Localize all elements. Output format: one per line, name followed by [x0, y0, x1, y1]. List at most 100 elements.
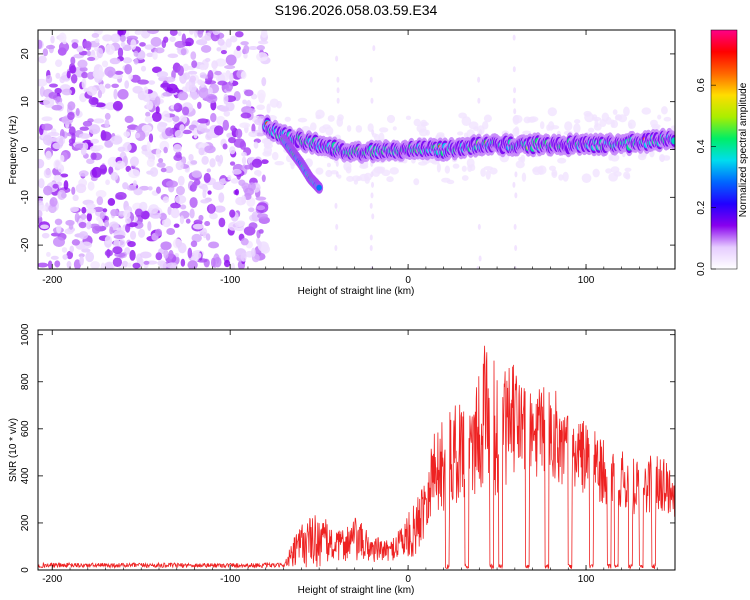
spectrogram-cell	[594, 118, 599, 128]
spectrogram-cell	[248, 45, 259, 51]
spectrogram-cell	[168, 249, 174, 260]
spectrogram-cell	[71, 239, 81, 246]
spectrogram-cell	[160, 167, 167, 173]
spectrogram-cell	[48, 83, 58, 88]
spectrogram-cell	[188, 153, 194, 162]
spectrogram-cell	[42, 48, 49, 57]
spectrogram-cell	[489, 167, 498, 175]
spectrogram-cell	[143, 86, 149, 96]
spectrogram-cell	[124, 115, 134, 124]
spectrogram-cell	[146, 158, 155, 168]
spectrogram-cell	[584, 112, 595, 123]
spectrogram-cell	[122, 44, 132, 51]
spectrogram-cell	[528, 116, 539, 123]
spectrogram-cell	[379, 127, 389, 133]
spectrogram-cell	[134, 208, 143, 217]
spectrogram-cell	[231, 168, 242, 175]
spectrogram-cell	[343, 161, 352, 171]
spectrogram-cell	[69, 245, 75, 253]
spectrogram-cell	[205, 57, 211, 62]
snr-frame	[37, 329, 676, 571]
spectrogram-cell	[88, 124, 101, 135]
spectrogram-cell	[592, 168, 600, 178]
spectrogram-cell	[70, 56, 76, 65]
x-tick-label: 0	[405, 275, 411, 286]
spectrogram-cell	[512, 97, 516, 104]
spectrogram-cell	[78, 253, 85, 258]
spectrogram-cell	[70, 74, 78, 84]
spectrogram-cell	[197, 101, 202, 110]
spectrogram-cell	[218, 154, 224, 164]
spectrogram-cell	[52, 236, 65, 247]
spectrogram-cell	[112, 246, 123, 254]
spectrogram-cell	[650, 123, 661, 129]
spectrogram-cell	[64, 228, 74, 235]
spectrogram-cell	[197, 30, 204, 38]
spectrogram-cell	[241, 156, 247, 165]
spectrogram-cell	[185, 218, 191, 224]
spectrogram-cell	[214, 205, 226, 213]
spectrogram-cell	[170, 202, 181, 209]
spectrogram-cell	[183, 72, 191, 80]
spectrogram-cell	[251, 158, 263, 168]
spectrogram-cell	[228, 137, 236, 144]
spectrogram-cell	[255, 196, 267, 201]
spectrogram-cell	[133, 50, 139, 57]
spectrogram-cell	[68, 222, 74, 230]
spectrogram-cell	[148, 204, 159, 214]
spectrogram-cell	[53, 159, 62, 170]
spectrogram-cell	[364, 176, 370, 184]
spectrogram-cell	[80, 241, 92, 249]
spectrogram-cell	[100, 262, 106, 269]
spectrogram-cell	[42, 134, 53, 146]
spectrogram-cell	[334, 202, 338, 209]
spectrogram-cell	[38, 210, 43, 218]
spectrogram-cell	[126, 184, 137, 191]
spectrogram-cell	[127, 262, 132, 268]
spectrogram-cell	[405, 115, 412, 121]
spectrogram-cell	[163, 249, 169, 259]
spectrogram-cell	[60, 192, 67, 199]
spectrogram-cell	[240, 71, 247, 80]
spectrogram-cell	[158, 157, 164, 164]
snr-y-label: SNR (10 * v/v)	[8, 418, 19, 482]
spectrogram-cell	[257, 213, 269, 219]
spectrogram-cell	[208, 241, 220, 249]
spectrogram-cell	[62, 254, 68, 260]
spectrogram-cell	[660, 106, 668, 115]
spectrogram-cell	[38, 78, 48, 87]
spectrogram-cell	[78, 133, 91, 139]
spectrogram-cell	[266, 103, 271, 114]
y-tick-label: 400	[20, 467, 31, 484]
spectrogram-cell	[104, 140, 114, 148]
y-tick-label: -10	[20, 190, 31, 205]
spectrogram-cell	[115, 191, 127, 200]
spectrogram-cell	[155, 105, 160, 114]
spectrogram-cell	[150, 36, 162, 47]
spectrogram-cell	[215, 58, 227, 67]
spectrogram-cell	[198, 147, 205, 156]
spectrogram-cell	[190, 240, 198, 248]
spectrogram-cell	[197, 118, 209, 124]
spectrogram-cell	[601, 112, 610, 122]
spectrogram-cell	[133, 58, 139, 65]
spectrogram-cell	[104, 219, 110, 228]
spectrogram-cell	[38, 204, 47, 212]
spectrogram-cell	[468, 121, 479, 130]
spectrogram-cell	[41, 116, 53, 122]
spectrogram-cell	[216, 115, 226, 125]
spectrogram-cell	[189, 30, 194, 35]
spectrogram-cell	[327, 115, 335, 122]
spectrogram-cell	[156, 186, 161, 194]
spectrogram-cell	[159, 261, 167, 269]
spectrogram-cell	[137, 228, 146, 238]
spectrogram-blobs	[38, 30, 675, 269]
spectrogram-cell	[147, 186, 153, 191]
spectrogram-cell	[261, 138, 272, 145]
y-tick-label: 0	[20, 567, 31, 573]
spectrogram-cell	[180, 258, 186, 267]
spectrogram-cell	[230, 125, 236, 132]
spectrogram-cell	[54, 87, 62, 94]
spectrogram-cell	[218, 217, 226, 228]
spectrogram-cell	[129, 230, 137, 240]
